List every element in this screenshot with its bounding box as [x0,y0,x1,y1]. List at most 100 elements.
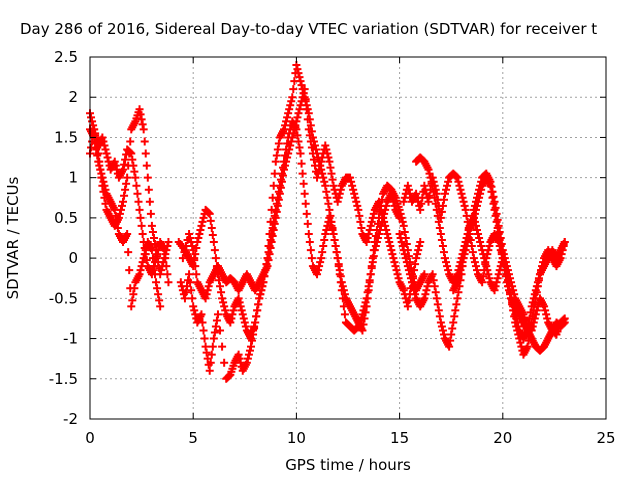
data-point-marker [436,213,445,222]
data-point-marker [437,207,446,216]
data-point-marker [437,322,446,331]
data-point-marker [560,238,569,247]
data-point-marker [110,157,119,166]
data-point-marker [191,250,200,259]
data-point-marker [368,213,377,222]
data-point-marker [274,195,283,204]
data-point-marker [194,234,203,242]
data-point-marker [186,278,195,287]
data-point-marker [286,101,295,110]
data-point-marker [141,149,150,158]
y-tick-label: -0.5 [49,289,78,307]
data-point-marker [377,205,386,214]
data-point-marker [283,153,292,162]
y-tick-label: 2 [68,88,78,106]
data-point-marker [542,310,551,319]
data-point-marker [100,141,109,150]
x-tick-label: 5 [188,429,198,447]
data-point-marker [287,137,296,146]
data-point-marker [333,197,342,206]
data-point-marker [205,209,214,218]
data-point-marker [369,252,378,261]
data-point-marker [235,354,244,363]
data-point-marker [220,358,229,367]
data-point-marker [305,131,314,140]
data-point-marker [294,109,303,118]
data-point-marker [399,286,408,295]
data-point-marker [125,266,134,275]
data-point-marker [248,336,257,345]
data-point-marker [477,242,486,251]
data-point-marker [484,270,493,279]
data-point-marker [404,266,413,275]
data-point-marker [362,238,371,247]
data-point-marker [347,177,356,186]
data-point-marker [210,246,219,255]
data-point-marker [493,215,502,224]
data-point-marker [413,250,422,259]
data-point-marker [473,193,481,202]
data-point-marker [140,137,149,146]
data-point-marker [433,300,442,309]
data-point-marker [443,181,452,190]
data-point-marker [137,115,146,124]
data-point-marker [401,254,410,263]
data-point-marker [363,234,372,242]
data-point-marker [332,248,341,257]
data-point-marker [154,290,163,299]
data-point-marker [451,306,460,315]
data-point-marker [378,209,387,218]
data-point-marker [276,183,285,192]
data-point-marker [508,282,517,291]
data-point-marker [287,97,296,106]
data-point-marker [196,225,205,234]
chart-title: Day 286 of 2016, Sidereal Day-to-day VTE… [20,20,597,38]
data-point-marker [267,238,276,247]
data-point-marker [407,278,416,287]
data-point-marker [315,262,324,271]
data-point-marker [197,310,206,319]
data-point-marker [364,286,373,295]
data-point-marker [329,229,338,238]
data-point-marker [187,286,196,295]
data-point-marker [380,217,389,226]
data-point-marker [198,318,207,327]
data-point-marker [188,242,197,251]
data-point-marker [434,217,443,226]
data-point-marker [121,155,130,164]
data-point-marker [509,286,518,295]
data-point-marker [456,266,465,275]
data-point-marker [272,207,281,216]
data-point-marker [417,199,426,208]
data-point-marker [356,217,365,226]
data-point-marker [412,189,421,198]
data-point-marker [448,324,457,333]
data-point-marker [390,258,399,267]
data-point-marker [420,294,429,303]
data-point-marker [490,197,499,206]
data-point-marker [438,326,447,335]
data-point-marker [117,201,126,210]
data-point-marker [100,181,109,190]
data-point-marker [303,219,312,228]
data-point-marker [435,223,444,232]
data-point-marker [328,175,337,184]
data-point-marker [199,326,208,335]
data-point-marker [307,143,316,152]
data-point-marker [460,250,469,259]
data-point-marker [339,286,348,295]
data-point-marker [331,242,340,251]
data-point-marker [278,171,287,180]
data-point-marker [273,145,282,154]
data-point-marker [484,246,493,255]
data-point-marker [466,223,475,232]
data-point-marker [316,161,325,170]
data-point-marker [428,173,437,182]
data-point-marker [481,260,490,269]
data-point-marker [420,270,429,279]
data-point-marker [130,167,139,176]
data-point-marker [304,229,313,238]
data-point-marker [531,310,540,319]
data-point-marker [523,342,532,351]
data-point-marker [307,254,316,263]
